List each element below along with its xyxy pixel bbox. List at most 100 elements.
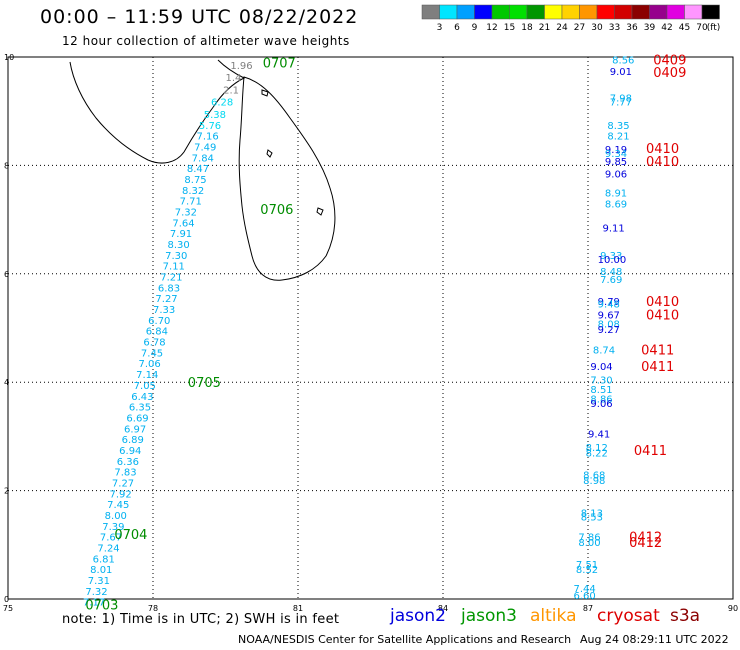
credit-line: NOAA/NESDIS Center for Satellite Applica… [238,633,572,646]
wave-height-value: 8.21 [607,132,629,143]
wave-height-value: 6.35 [129,403,151,414]
pass-time-label: 0707 [263,56,296,71]
legend-swatch [684,4,703,20]
pass-time-label: 0411 [641,360,674,375]
pass-time-label: 0409 [653,54,686,69]
legend-tick-label: 21 [539,23,550,33]
wave-height-value: 6.70 [148,316,170,327]
wave-height-value: 8.68 [583,470,605,481]
y-tick-label: 2 [4,487,9,496]
satellite-name-jason2: jason2 [390,606,446,626]
legend-swatch [526,4,545,20]
wave-height-value: 8.30 [168,240,190,251]
x-tick-label: 75 [3,604,13,613]
legend-tick-label: 27 [574,23,585,33]
island-small-2 [316,207,324,216]
wave-height-value: 9.34 [605,149,627,160]
wave-height-value: 7.45 [107,500,129,511]
wave-height-value: 6.78 [143,338,165,349]
wave-height-value: 8.01 [90,565,112,576]
legend-swatch [509,4,528,20]
wave-height-value: 7.83 [114,468,136,479]
pass-time-label: 0704 [114,528,147,543]
wave-height-value: 6.69 [126,413,148,424]
legend-tick-label: 33 [609,23,620,33]
color-legend: 3 6 9 12 15 18 21 24 27 30 33 36 39 42 45 70(ft) [421,4,721,33]
legend-swatch [421,4,440,20]
legend-tick-label: 39 [644,23,656,33]
x-tick-label: 84 [438,604,448,613]
footnote: note: 1) Time is in UTC; 2) SWH is in fe… [62,612,340,627]
wave-height-value: 7.49 [194,142,216,153]
wave-height-value: 7.30 [165,251,187,262]
wave-height-value: 8.56 [612,56,634,67]
wave-height-value: 7.51 [576,560,598,571]
wave-height-value: 8.00 [578,538,600,549]
legend-tick-label: 24 [556,23,568,33]
wave-height-value: 6.43 [131,392,153,403]
legend-tick-label: 30 [591,23,603,33]
satellite-name-s3a: s3a [670,606,701,626]
wave-height-value: 8.98 [583,476,605,487]
island-small [266,149,273,158]
y-tick-label: 10 [4,53,14,62]
wave-height-value: 8.12 [586,443,608,454]
wave-height-value: 8.13 [581,508,603,519]
wave-height-value: 9.67 [598,310,620,321]
wave-height-value: 9.01 [610,67,632,78]
wave-height-value: 7.14 [136,370,158,381]
legend-swatch [701,4,720,20]
wave-height-value: 7.27 [112,478,134,489]
altimeter-track-west: 1.961.42.16.285.385.767.167.497.848.478.… [83,56,296,613]
x-tick-label: 87 [583,604,593,613]
wave-height-value: 9.33 [600,251,622,262]
x-tick-label: 78 [148,604,158,613]
wave-height-value: 7.86 [578,533,600,544]
x-tick-label: 90 [728,604,738,613]
wave-height-value: 7.24 [97,544,119,555]
wave-height-value: 9.79 [598,297,620,308]
legend-tick-label: 36 [626,23,638,33]
wave-height-value: 7.32 [175,207,197,218]
wave-height-value: 7.92 [110,489,132,500]
wave-height-value: 7.30 [590,375,612,386]
wave-height-value: 8.47 [187,164,209,175]
wave-height-value: 8.74 [593,346,615,357]
wave-height-value: 7.44 [574,584,596,595]
pass-time-label: 0411 [634,444,667,459]
wave-height-value: 8.69 [605,199,627,210]
wave-height-value: 7.21 [160,273,182,284]
legend-tick-label: 18 [521,23,533,33]
wave-height-value: 9.19 [605,145,627,156]
wave-height-value: 7.39 [102,522,124,533]
wave-height-value: 1.96 [230,61,252,72]
wave-height-value: 8.51 [590,385,612,396]
legend-unit: (ft) [707,23,721,33]
legend-swatch [561,4,580,20]
wave-height-value: 8.32 [182,186,204,197]
wave-height-value: 7.05 [134,381,156,392]
wave-height-value: 7.32 [85,587,107,598]
generation-timestamp: Aug 24 08:29:11 UTC 2022 [580,633,729,646]
wave-height-value: 7.11 [163,262,185,273]
legend-tick-label: 12 [486,23,497,33]
wave-height-value: 1.4 [226,73,242,84]
wave-height-value: 7.77 [610,97,632,108]
wave-height-value: 10.00 [598,255,627,266]
wave-height-value: 9.11 [603,224,625,235]
x-tick-label: 81 [293,604,303,613]
wave-height-value: 8.75 [184,175,206,186]
wave-height-value: 7.27 [155,294,177,305]
pass-time-label: 0410 [646,142,679,157]
y-tick-label: 4 [4,378,9,387]
pass-time-label: 0412 [629,531,662,546]
y-tick-label: 8 [4,161,9,170]
wave-height-value: 6.84 [146,327,168,338]
wave-height-value: 7.84 [192,153,214,164]
wave-height-value: 7.69 [600,275,622,286]
wave-height-value: 5.76 [199,121,221,132]
wave-height-value: 9.48 [598,300,620,311]
wave-height-value: 6.94 [119,446,141,457]
wave-height-value: 7.67 [100,533,122,544]
